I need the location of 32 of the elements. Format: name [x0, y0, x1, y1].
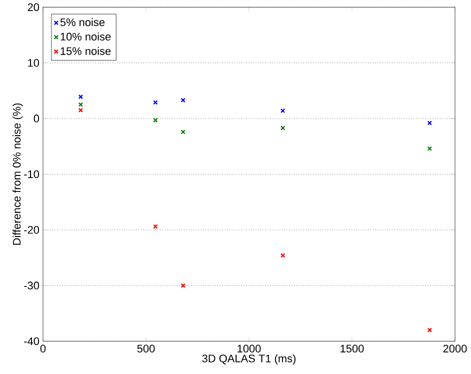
y-tick-label: -10: [24, 170, 40, 178]
point: [180, 98, 186, 103]
point: [78, 108, 84, 113]
legend-label: 15% noise: [60, 47, 111, 56]
point: [427, 120, 432, 126]
x-tick-label: 1500: [340, 344, 364, 353]
y-tick-label: -30: [24, 282, 40, 290]
point: [153, 224, 158, 230]
point: [153, 100, 158, 106]
y-tick-label: -40: [24, 338, 40, 346]
point: [427, 146, 432, 152]
point: [280, 126, 286, 131]
x-tick-label: 1000: [238, 344, 261, 353]
point: [78, 94, 84, 100]
point: [78, 102, 84, 108]
y-tick-label: 20: [28, 4, 40, 12]
legend-label: 10% noise: [60, 32, 111, 41]
legend-label: 5% noise: [60, 18, 105, 26]
x-axis-title: 3D QALAS T1 (ms): [202, 354, 296, 365]
point: [180, 283, 186, 288]
y-tick-label: 10: [28, 59, 40, 67]
point: [180, 130, 186, 135]
y-tick-label: 0: [34, 114, 40, 123]
point: [280, 108, 286, 114]
x-tick-label: 500: [137, 344, 155, 353]
y-tick-label: -20: [24, 226, 40, 234]
point: [427, 328, 432, 333]
x-tick-label: 0: [40, 344, 46, 353]
point: [153, 118, 158, 123]
x-tick-label: 2000: [443, 344, 467, 353]
y-axis-title: Difference from 0% noise (%): [12, 104, 23, 246]
point: [280, 253, 286, 258]
